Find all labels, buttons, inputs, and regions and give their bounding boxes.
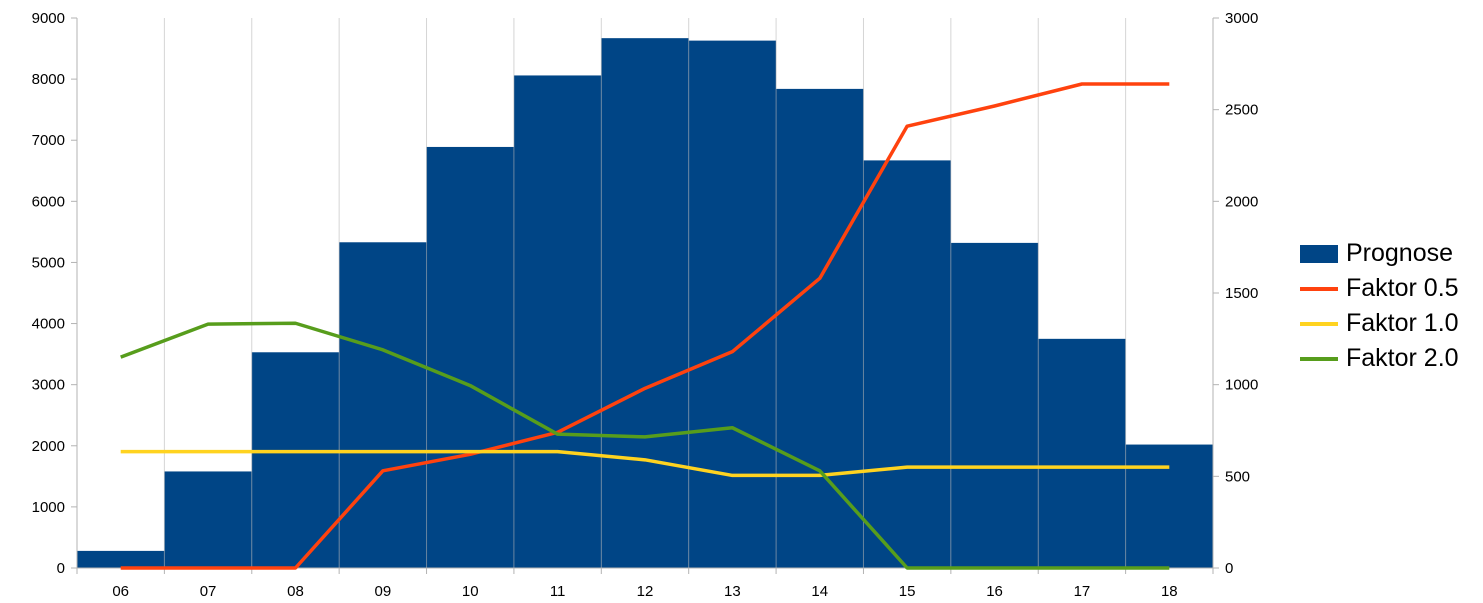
x-tick-label: 12 (637, 583, 654, 600)
x-tick-label: 16 (986, 583, 1003, 600)
legend-swatch-faktor-05 (1300, 286, 1338, 291)
x-tick-label: 09 (375, 583, 392, 600)
y-left-tick-label: 1000 (32, 499, 65, 516)
bar-14 (776, 88, 864, 568)
y-right-tick-label: 500 (1225, 468, 1250, 485)
bar-06 (77, 550, 165, 568)
y-left-tick-label: 9000 (32, 10, 65, 27)
legend-swatch-faktor-10 (1300, 321, 1338, 326)
legend-item-faktor-10: Faktor 1.0 (1300, 306, 1459, 341)
tick-labels: 0 1000 2000 3000 4000 5000 6000 7000 8000 9000 0 50… (32, 10, 1259, 600)
legend-label-prognose: Prognose (1346, 239, 1454, 267)
x-tick-label: 15 (899, 583, 916, 600)
y-left-tick-label: 2000 (32, 438, 65, 455)
y-left-tick-label: 8000 (32, 71, 65, 88)
legend-swatch-faktor-20 (1300, 356, 1338, 361)
bar-07 (164, 471, 252, 568)
legend-swatch-prognose (1300, 244, 1338, 263)
line-series-group (120, 82, 1170, 570)
y-right-tick-label: 2500 (1225, 102, 1258, 119)
x-tick-label: 10 (462, 583, 479, 600)
x-tick-label: 06 (112, 583, 129, 600)
x-tick-label: 07 (200, 583, 217, 600)
bar-15 (863, 160, 951, 568)
legend-label-faktor-05: Faktor 0.5 (1346, 274, 1459, 302)
bar-18 (1125, 444, 1213, 568)
bar-13 (688, 40, 777, 569)
x-tick-label: 13 (724, 583, 741, 600)
bar-08 (251, 352, 340, 568)
legend-item-faktor-05: Faktor 0.5 (1300, 271, 1459, 306)
x-tick-label: 14 (811, 583, 828, 600)
line-faktor-0-5 (120, 82, 1170, 570)
x-tick-label: 18 (1161, 583, 1178, 600)
y-right-tick-label: 1000 (1225, 377, 1258, 394)
legend: Prognose Faktor 0.5 Faktor 1.0 Faktor 2.… (1300, 236, 1459, 376)
y-left-tick-label: 3000 (32, 377, 65, 394)
legend-item-prognose: Prognose (1300, 236, 1459, 271)
y-left-tick-label: 7000 (32, 132, 65, 149)
bar-series-group (77, 38, 1213, 569)
x-tick-label: 08 (287, 583, 304, 600)
y-right-tick-label: 3000 (1225, 10, 1258, 27)
legend-item-faktor-20: Faktor 2.0 (1300, 341, 1459, 376)
y-left-tick-label: 0 (57, 560, 65, 577)
y-left-tick-label: 4000 (32, 316, 65, 333)
x-tick-label: 17 (1074, 583, 1091, 600)
y-left-tick-label: 6000 (32, 193, 65, 210)
y-right-tick-label: 0 (1225, 560, 1233, 577)
bar-09 (339, 242, 427, 568)
y-right-tick-label: 1500 (1225, 285, 1258, 302)
bar-11 (513, 75, 602, 568)
line-faktor-2-0 (120, 321, 1170, 570)
y-right-tick-label: 2000 (1225, 193, 1258, 210)
bar-12 (601, 38, 689, 568)
bar-16 (950, 242, 1039, 568)
bar-17 (1038, 338, 1126, 568)
legend-label-faktor-10: Faktor 1.0 (1346, 309, 1459, 337)
bar-10 (426, 146, 514, 568)
y-left-tick-label: 5000 (32, 254, 65, 271)
x-tick-label: 11 (550, 583, 566, 600)
line-faktor-1-0 (120, 449, 1170, 478)
legend-label-faktor-20: Faktor 2.0 (1346, 344, 1459, 372)
